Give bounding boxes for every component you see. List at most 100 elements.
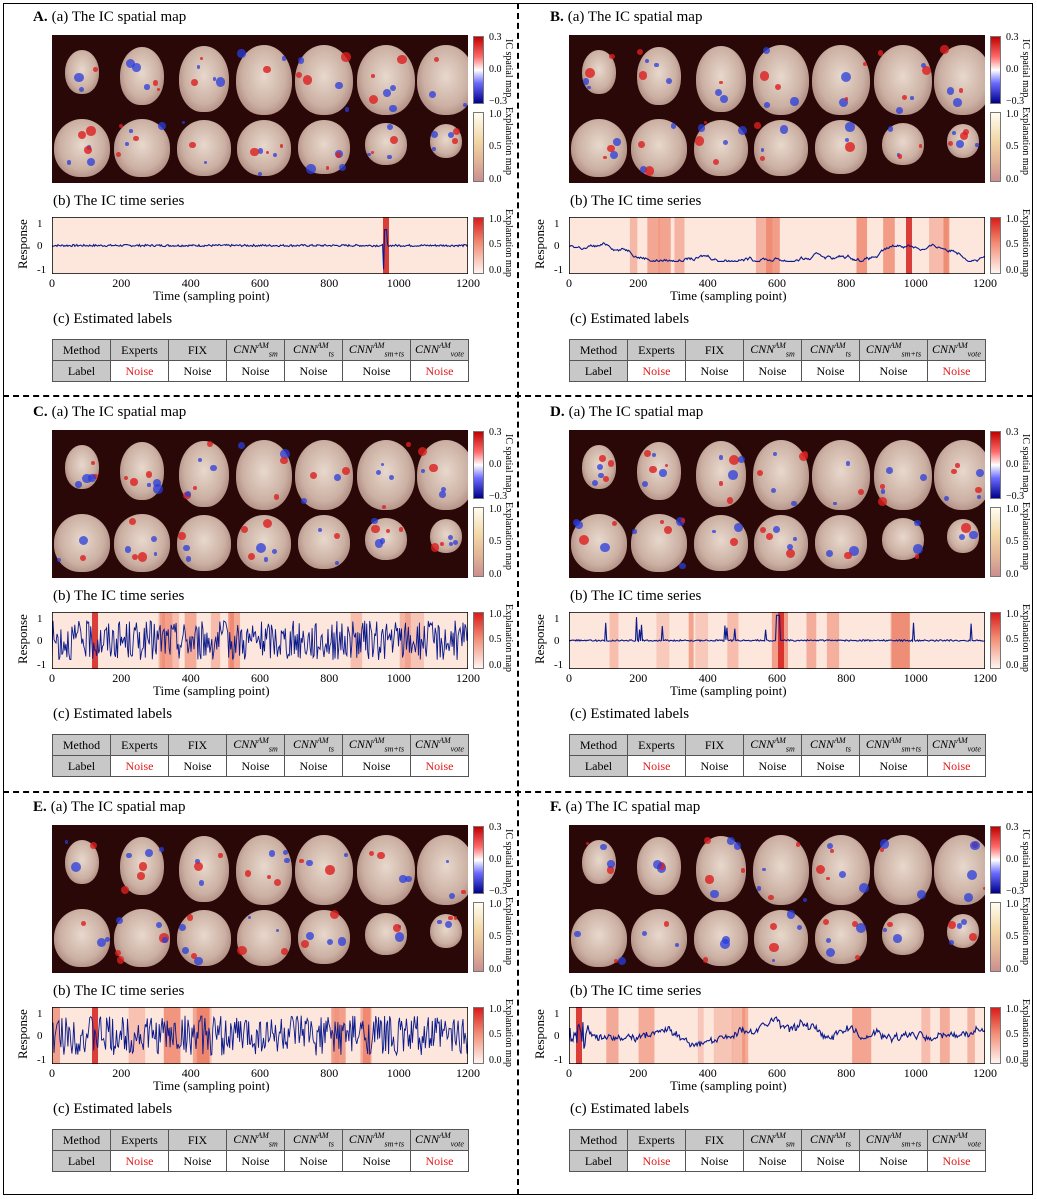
estimated-label-cell: Noise (627, 755, 686, 777)
label-header-cell: Label (52, 755, 111, 777)
ic-colorbar (990, 826, 1001, 894)
time-series-colorbar-tick: 0.5 (489, 634, 502, 645)
x-tick: 0 (49, 1066, 55, 1080)
time-series-colorbar-tick: 0.0 (1006, 1055, 1019, 1066)
time-series-svg (569, 217, 985, 274)
table-label-row: Label Noise Noise Noise Noise Noise Noise (52, 755, 469, 777)
brain-slice (815, 515, 867, 570)
method-name: FIX (704, 342, 725, 357)
method-name: FIX (187, 342, 208, 357)
method-name: FIX (704, 737, 725, 752)
brain-slice (753, 45, 809, 115)
method-superscript: AM (774, 1131, 786, 1141)
brain-slice (120, 837, 164, 896)
x-tick: 600 (768, 1066, 786, 1080)
table-label-row: Label Noise Noise Noise Noise Noise Noise (52, 1150, 469, 1172)
method-header-cell: Method (52, 339, 111, 361)
method-name: CNN (233, 737, 258, 752)
estimated-label-cell: Noise (801, 1150, 860, 1172)
x-tick: 0 (566, 276, 572, 290)
brain-slice (696, 835, 746, 902)
label-header-cell: Label (569, 755, 628, 777)
x-tick: 200 (629, 671, 648, 685)
explanation-band (360, 1007, 372, 1064)
estimated-label-cell: Noise (284, 755, 343, 777)
method-header-0: Experts (627, 1129, 686, 1151)
x-axis-label: Time (sampling point) (153, 1078, 270, 1093)
brain-slice (365, 122, 407, 165)
brain-slice (357, 440, 415, 510)
panel-f: F. (a) The IC spatial map 0.3 0.0 −0.3 1.0 0.5… (520, 793, 1036, 1189)
time-series-colorbar-tick: 1.0 (1006, 1004, 1019, 1015)
ic-colorbar-tick: −0.3 (1006, 491, 1025, 502)
ic-spatial-map-image (569, 825, 985, 973)
estimated-labels-title: (c) Estimated labels (53, 706, 173, 722)
x-tick: 800 (837, 671, 856, 685)
x-tick: 1200 (456, 276, 480, 290)
estimated-label-cell: Noise (927, 360, 986, 382)
y-tick: -1 (37, 264, 47, 276)
brain-slice (179, 45, 229, 112)
brain-slice (571, 119, 627, 178)
method-name: CNN (293, 737, 318, 752)
time-series-colorbar-label: Explanation map (1020, 604, 1031, 673)
explanation-colorbar-tick: 1.0 (489, 899, 502, 910)
method-superscript: AM (889, 1131, 902, 1141)
ic-colorbar-label: IC spatial map (503, 39, 514, 98)
method-header-2: CNNAMsm (226, 734, 285, 756)
time-series-svg (569, 1007, 985, 1064)
estimated-labels-table: Method Experts FIX CNNAMsm CNNAMts CNNAMsm+ts… (52, 734, 469, 777)
brain-slice (357, 45, 415, 115)
panel-title: F. (a) The IC spatial map (550, 799, 700, 816)
y-tick: 1 (37, 218, 43, 230)
brain-slice (177, 119, 231, 176)
estimated-label-cell: Noise (685, 755, 744, 777)
time-series-colorbar-tick: 0.5 (1006, 1029, 1019, 1040)
method-subscript: vote (450, 744, 464, 754)
method-subscript: ts (328, 349, 334, 359)
x-tick: 800 (320, 276, 339, 290)
estimated-label-cell: Noise (927, 1150, 986, 1172)
time-series-colorbar-label: Explanation map (503, 999, 514, 1068)
panel-d: D. (a) The IC spatial map 0.3 0.0 −0.3 1.0 0.5… (520, 398, 1036, 794)
estimated-label-cell: Noise (410, 755, 469, 777)
panel-letter: A. (33, 9, 48, 25)
estimated-labels-table: Method Experts FIX CNNAMsm CNNAMts CNNAMsm+ts… (569, 734, 986, 777)
brain-slice (237, 514, 291, 571)
x-tick: 800 (320, 671, 339, 685)
method-subscript: vote (967, 349, 981, 359)
brain-slice (298, 910, 350, 965)
time-series-title: (b) The IC time series (570, 983, 702, 999)
time-series-colorbar-tick: 1.0 (1006, 609, 1019, 620)
method-superscript: AM (257, 736, 269, 746)
method-superscript: AM (956, 1131, 968, 1141)
brain-slice (430, 914, 462, 949)
method-name: FIX (187, 1132, 208, 1147)
method-header-3: CNNAMts (284, 1129, 343, 1151)
method-superscript: AM (956, 736, 968, 746)
x-tick: 1000 (903, 671, 928, 685)
method-superscript: AM (439, 341, 451, 351)
spatial-map-title: (a) The IC spatial map (567, 9, 703, 25)
ic-colorbar-tick: 0.0 (489, 64, 502, 75)
brain-slice (637, 837, 681, 896)
method-subscript: ts (328, 1139, 334, 1149)
method-header-1: FIX (685, 339, 744, 361)
x-axis-label: Time (sampling point) (670, 683, 787, 698)
brain-slice (571, 514, 627, 573)
method-header-1: FIX (168, 734, 227, 756)
time-series-colorbar-label: Explanation map (503, 604, 514, 673)
y-tick: 0 (37, 1030, 43, 1042)
method-name: CNN (293, 1132, 318, 1147)
time-series-colorbar-label: Explanation map (503, 209, 514, 278)
method-header-5: CNNAMvote (927, 339, 986, 361)
estimated-labels-title: (c) Estimated labels (570, 311, 690, 327)
explanation-band (52, 1007, 60, 1064)
y-axis-label: Response (532, 1009, 547, 1059)
estimated-label-cell: Noise (685, 360, 744, 382)
brain-slice (815, 910, 867, 965)
brain-slice (882, 122, 924, 165)
panel-letter: F. (550, 799, 562, 815)
x-tick: 200 (112, 1066, 131, 1080)
explanation-colorbar-label: Explanation map (1020, 107, 1031, 176)
